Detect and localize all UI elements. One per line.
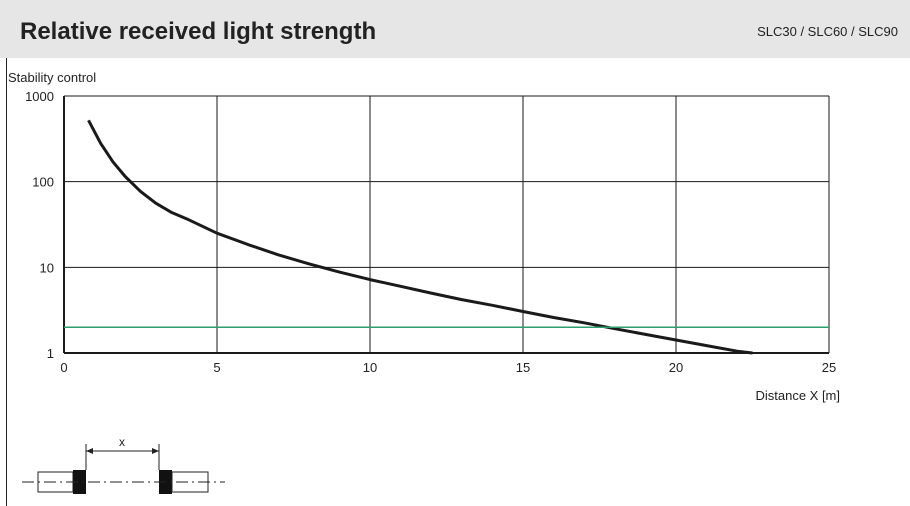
x-tick-label: 10 <box>363 360 377 375</box>
dimension-arrow-left <box>86 448 93 454</box>
x-tick-label: 25 <box>822 360 836 375</box>
emitter-lens <box>73 470 86 494</box>
x-tick-label: 20 <box>669 360 683 375</box>
distance-label: x <box>119 435 125 449</box>
y-tick-label: 10 <box>40 260 54 275</box>
model-list: SLC30 / SLC60 / SLC90 <box>757 24 898 39</box>
header-bar <box>0 0 910 58</box>
left-border <box>6 58 7 506</box>
x-axis-label: Distance X [m] <box>755 388 840 403</box>
dimension-arrow-right <box>152 448 159 454</box>
chart: 0 5 10 15 20 25 1 10 100 1000 Stability control D… <box>8 70 840 403</box>
y-tick-label: 1 <box>47 346 54 361</box>
grid <box>63 95 830 354</box>
y-tick-label: 1000 <box>25 89 54 104</box>
x-tick-label: 5 <box>213 360 220 375</box>
series-group <box>64 119 829 355</box>
stability-curve <box>87 119 753 355</box>
x-tick-label: 0 <box>60 360 67 375</box>
y-tick-label: 100 <box>32 175 54 190</box>
y-axis-label: Stability control <box>8 70 96 85</box>
tick-labels: 0 5 10 15 20 25 1 10 100 1000 <box>25 89 836 375</box>
x-tick-label: 15 <box>516 360 530 375</box>
chart-title: Relative received light strength <box>20 18 377 45</box>
